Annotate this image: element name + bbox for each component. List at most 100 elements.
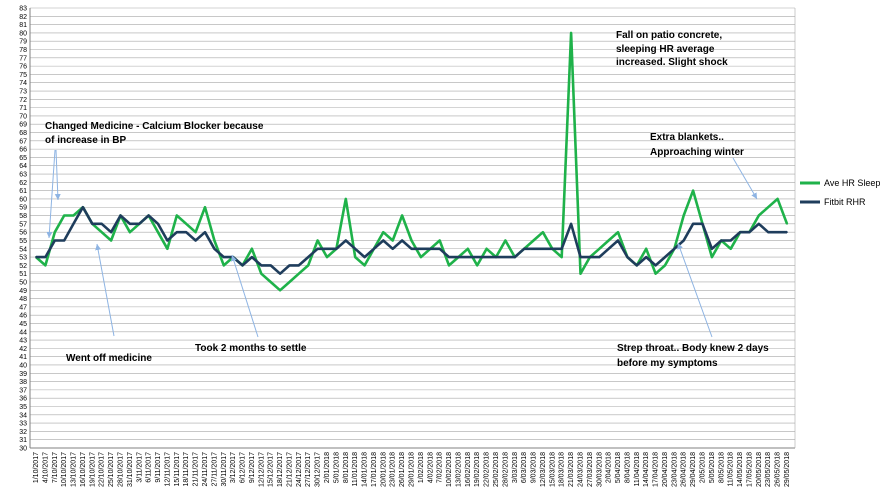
data-point	[748, 231, 751, 234]
x-tick-label: 11/01/2018	[352, 452, 359, 487]
x-tick-label: 6/11/2017	[146, 452, 153, 483]
x-tick-label: 22/10/2017	[99, 452, 106, 487]
y-tick-label: 49	[19, 288, 27, 295]
y-tick-label: 40	[19, 362, 27, 369]
data-point	[354, 256, 357, 258]
y-tick-label: 58	[19, 213, 27, 220]
data-point	[373, 247, 375, 250]
data-point	[617, 231, 619, 234]
x-tick-label: 2/05/2018	[700, 452, 707, 483]
x-tick-label: 25/10/2017	[108, 452, 115, 487]
annotation-text: Went off medicine	[66, 353, 152, 364]
x-tick-label: 30/11/2017	[221, 452, 228, 487]
y-tick-label: 53	[19, 255, 27, 262]
data-point	[279, 272, 281, 275]
y-tick-label: 35	[19, 404, 27, 411]
x-tick-label: 3/03/2018	[512, 452, 519, 483]
x-tick-label: 9/12/2017	[249, 452, 256, 483]
data-point	[279, 289, 281, 292]
data-point	[617, 239, 619, 242]
x-tick-label: 11/05/2018	[728, 452, 735, 487]
data-point	[344, 239, 347, 242]
y-tick-label: 48	[19, 296, 27, 303]
x-tick-label: 22/02/2018	[484, 452, 491, 487]
data-point	[44, 264, 47, 267]
data-point	[767, 206, 770, 209]
x-tick-label: 15/03/2018	[549, 452, 556, 487]
data-point	[110, 231, 112, 234]
y-tick-label: 46	[19, 313, 27, 320]
data-point	[128, 231, 131, 234]
x-tick-label: 16/02/2018	[465, 452, 472, 487]
data-point	[251, 247, 253, 250]
y-tick-label: 82	[19, 14, 27, 21]
data-point	[579, 256, 582, 258]
x-tick-label: 10/02/2018	[446, 452, 453, 487]
x-tick-label: 27/11/2017	[211, 452, 218, 487]
x-tick-label: 23/05/2018	[765, 452, 772, 487]
x-tick-label: 26/04/2018	[681, 452, 688, 487]
data-point	[391, 247, 394, 250]
data-point	[269, 281, 272, 283]
data-point	[213, 239, 216, 242]
data-point	[91, 222, 94, 225]
data-point	[119, 214, 122, 217]
data-point	[664, 256, 666, 258]
y-tick-label: 45	[19, 321, 27, 328]
data-point	[72, 214, 75, 217]
data-point	[729, 239, 732, 242]
data-point	[157, 222, 159, 225]
x-tick-label: 12/11/2017	[164, 452, 171, 487]
data-point	[711, 247, 713, 250]
x-tick-label: 27/03/2018	[587, 452, 594, 487]
y-tick-label: 72	[19, 97, 27, 104]
data-point	[419, 247, 422, 250]
data-point	[457, 256, 460, 258]
x-tick-label: 19/02/2018	[474, 452, 481, 487]
x-tick-label: 18/03/2018	[559, 452, 566, 487]
data-point	[222, 264, 225, 267]
y-tick-label: 79	[19, 39, 27, 46]
y-tick-label: 47	[19, 304, 27, 311]
y-tick-label: 81	[19, 22, 27, 29]
x-tick-label: 27/12/2017	[305, 452, 312, 487]
x-tick-label: 14/01/2018	[362, 452, 369, 487]
data-point	[635, 264, 638, 267]
x-tick-label: 9/11/2017	[155, 452, 162, 483]
x-tick-label: 24/12/2017	[296, 452, 303, 487]
x-tick-label: 5/04/2018	[615, 452, 622, 483]
annotation-text: before my symptoms	[617, 358, 718, 369]
data-point	[307, 264, 310, 267]
x-tick-label: 24/11/2017	[202, 452, 209, 487]
x-tick-label: 2/04/2018	[606, 452, 613, 483]
y-tick-label: 32	[19, 429, 27, 436]
y-tick-label: 78	[19, 47, 27, 54]
data-point	[682, 214, 685, 217]
data-point	[194, 239, 197, 242]
data-point	[598, 256, 601, 258]
data-point	[419, 256, 422, 258]
annotation-text: sleeping HR average	[616, 44, 715, 55]
data-point	[307, 256, 310, 258]
y-tick-label: 44	[19, 329, 27, 336]
data-point	[504, 239, 507, 242]
y-tick-label: 75	[19, 72, 27, 79]
data-point	[542, 247, 544, 250]
y-tick-label: 80	[19, 30, 27, 37]
data-point	[476, 256, 479, 258]
y-tick-label: 33	[19, 421, 27, 428]
annotation-text: Fall on patio concrete,	[616, 30, 722, 41]
legend-label: Ave HR Sleep	[824, 178, 880, 188]
data-point	[410, 239, 413, 242]
y-tick-label: 34	[19, 412, 27, 419]
data-point	[673, 247, 676, 250]
y-tick-label: 52	[19, 263, 27, 270]
data-point	[147, 214, 150, 217]
data-point	[570, 32, 572, 34]
data-point	[757, 222, 760, 225]
data-point	[485, 247, 488, 250]
x-tick-label: 17/05/2018	[746, 452, 753, 487]
data-point	[241, 264, 244, 267]
data-point	[570, 222, 572, 225]
